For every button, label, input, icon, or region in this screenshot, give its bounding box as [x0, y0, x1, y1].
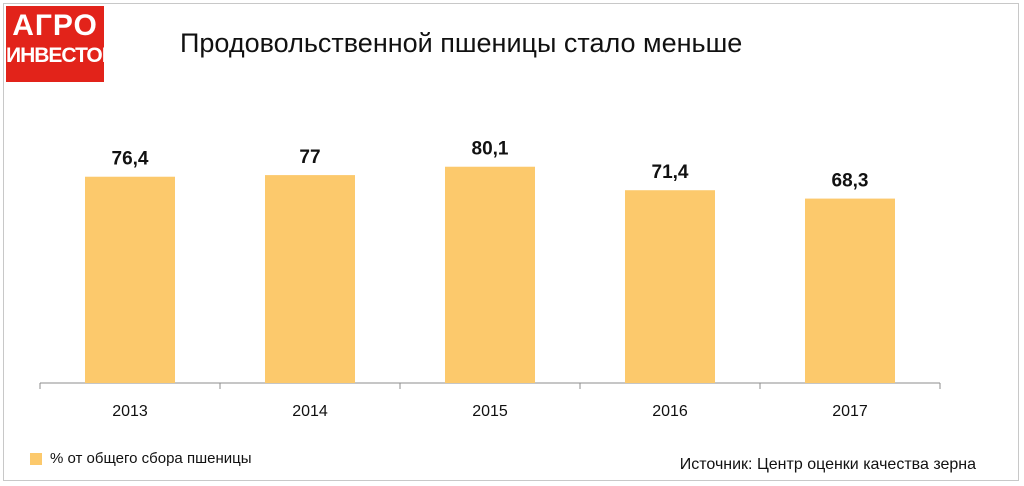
bar-2017: [805, 198, 895, 383]
logo-line-2: ИНВЕСТОР: [6, 44, 116, 67]
legend-swatch: [30, 452, 42, 465]
brand-logo: АГРО ИНВЕСТОР: [6, 6, 116, 82]
data-label-2017: 68,3: [832, 171, 869, 192]
legend-label: % от общего сбора пшеницы: [50, 450, 252, 467]
logo-line-1: АГРО: [12, 9, 98, 42]
legend: % от общего сбора пшеницы: [30, 450, 251, 467]
x-tick-label-2015: 2015: [472, 403, 508, 420]
bar-2013: [85, 176, 175, 383]
x-tick-label-2017: 2017: [832, 403, 868, 420]
data-label-2013: 76,4: [112, 149, 149, 170]
data-label-2014: 77: [299, 147, 320, 168]
bar-2016: [625, 190, 715, 383]
x-tick-label-2013: 2013: [112, 403, 148, 420]
bar-2014: [265, 175, 355, 383]
data-label-2016: 71,4: [652, 162, 689, 183]
x-tick-label-2014: 2014: [292, 403, 328, 420]
chart-title: Продовольственной пшеницы стало меньше: [180, 28, 743, 58]
bar-2015: [445, 166, 535, 383]
x-tick-label-2016: 2016: [652, 403, 688, 420]
data-label-2015: 80,1: [472, 139, 509, 160]
source-note: Источник: Центр оценки качества зерна: [679, 456, 976, 473]
